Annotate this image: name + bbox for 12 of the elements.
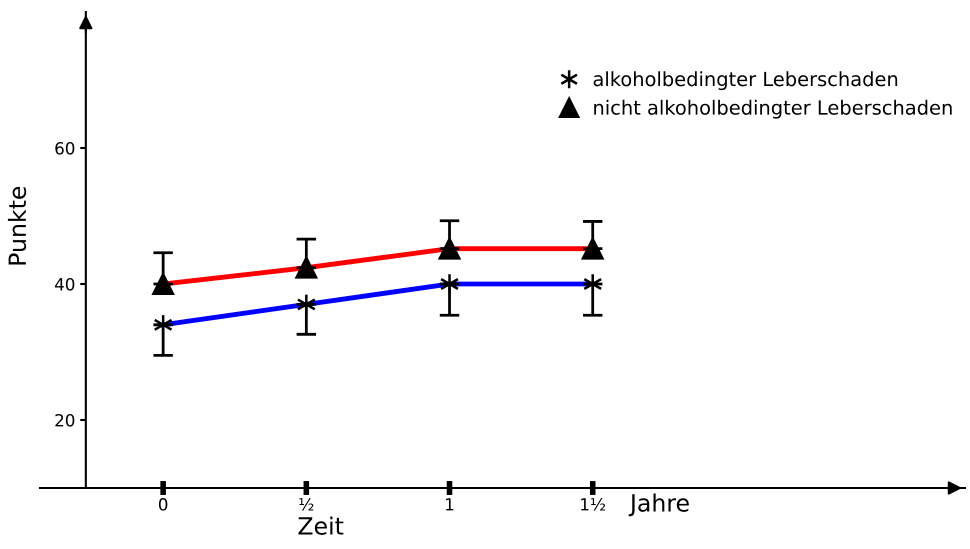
text: Jahre	[628, 494, 689, 516]
legend-label: alkoholbedingter Leberschaden	[594, 71, 898, 90]
x-tick-label: 1	[446, 498, 454, 510]
y-tick-label: 40	[55, 278, 74, 291]
x-tick-label: 1½	[581, 498, 606, 511]
x-axis-title: Zeit	[298, 516, 344, 535]
legend-label: nicht alkoholbedingter Leberschaden	[594, 100, 952, 119]
y-tick-label: 60	[55, 142, 74, 155]
y-axis-title: Punkte	[8, 186, 26, 264]
y-tick-label: 20	[55, 414, 74, 427]
x-tick-label: 0	[158, 498, 168, 511]
x-tick-label: ½	[299, 498, 314, 511]
